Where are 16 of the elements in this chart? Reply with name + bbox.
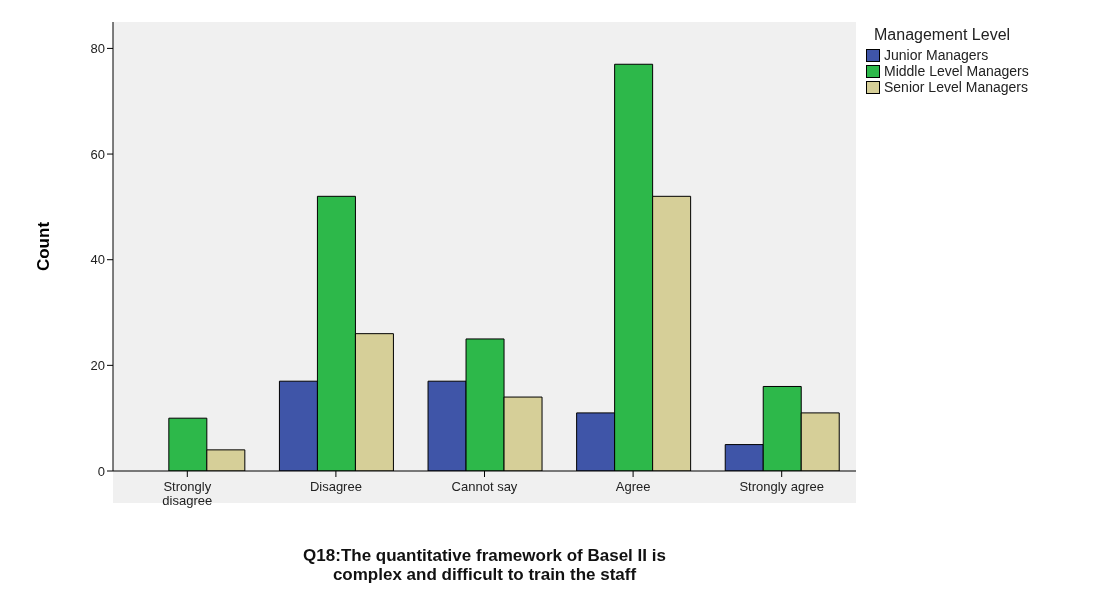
x-tick-label: Strongly disagree — [162, 479, 213, 508]
legend-title: Management Level — [874, 26, 1012, 44]
y-tick-label: 80 — [90, 41, 105, 57]
x-tick-label: Agree — [615, 479, 651, 494]
y-tick-label: 20 — [90, 357, 105, 373]
x-tick-label: Disagree — [309, 479, 362, 494]
legend-label: Middle Level Managers — [884, 63, 1029, 79]
legend-label: Junior Managers — [884, 47, 989, 63]
legend-label: Senior Level Managers — [884, 79, 1028, 95]
x-tick-label: Cannot say — [451, 479, 518, 494]
x-axis-title: Q18:The quantitative framework of Basel II is complex and difficult to train the staff — [302, 546, 667, 584]
y-tick-label: 0 — [97, 463, 105, 479]
y-axis-title: Count — [34, 221, 54, 272]
x-tick-label: Strongly agree — [739, 479, 824, 494]
y-tick-label: 40 — [90, 252, 105, 268]
y-tick-label: 60 — [90, 146, 105, 162]
